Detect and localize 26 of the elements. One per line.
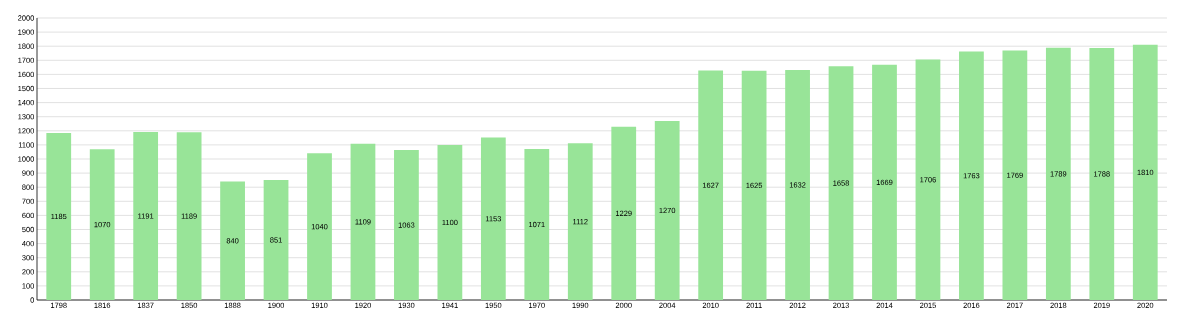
bar <box>872 64 897 300</box>
bar <box>350 143 376 300</box>
bar <box>959 51 984 300</box>
bar <box>1002 50 1028 300</box>
bar <box>89 149 115 300</box>
bar <box>133 132 159 300</box>
bar <box>307 153 332 300</box>
bar <box>741 70 767 300</box>
bar <box>1132 44 1158 300</box>
bar <box>611 126 637 300</box>
bar <box>480 137 506 300</box>
bar <box>394 150 419 300</box>
bar <box>1045 47 1071 300</box>
bar <box>654 120 680 300</box>
bar <box>698 70 724 300</box>
bar <box>220 181 245 300</box>
bar <box>437 144 463 300</box>
bar <box>263 180 289 300</box>
bar <box>176 132 202 300</box>
bar <box>828 66 854 300</box>
bar <box>915 59 941 300</box>
bar <box>524 148 550 300</box>
bar <box>1089 47 1115 300</box>
bar <box>46 132 72 300</box>
bar <box>785 69 810 300</box>
bar <box>567 143 593 300</box>
